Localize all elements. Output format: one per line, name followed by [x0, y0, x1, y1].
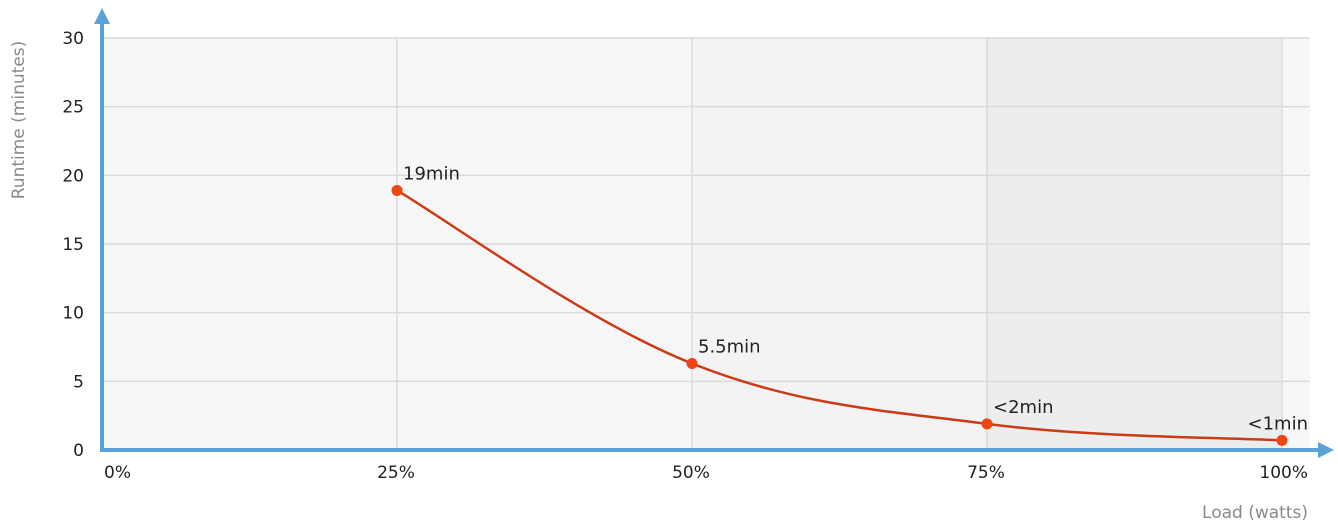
y-tick-label: 15 — [62, 235, 84, 255]
y-tick-label: 10 — [62, 304, 84, 324]
axes — [94, 8, 1334, 458]
series-line — [396, 189, 1283, 442]
y-axis-arrow — [94, 8, 110, 24]
data-point — [686, 357, 698, 369]
y-tick-label: 30 — [62, 29, 84, 49]
x-axis-title: Load (watts) — [1202, 503, 1308, 523]
data-point — [981, 418, 993, 430]
y-axis-title: Runtime (minutes) — [9, 41, 29, 200]
tick-labels: 0 5 10 15 20 25 30 0% 25% 50% 75% 100% — [62, 29, 1308, 483]
data-label: 5.5min — [698, 336, 761, 357]
data-point — [391, 184, 403, 196]
x-axis-arrow — [1318, 442, 1334, 458]
data-series: 19min 5.5min <2min <1min — [391, 163, 1308, 446]
data-label: 19min — [403, 163, 460, 184]
gridlines — [102, 37, 1310, 450]
x-tick-label: 25% — [377, 463, 415, 483]
data-point — [1276, 434, 1288, 446]
data-label: <2min — [993, 397, 1053, 418]
x-tick-label: 75% — [967, 463, 1005, 483]
x-tick-label: 50% — [672, 463, 710, 483]
data-label: <1min — [1248, 413, 1308, 434]
y-tick-label: 5 — [73, 372, 84, 392]
y-tick-label: 20 — [62, 166, 84, 186]
x-tick-label: 0% — [104, 463, 131, 483]
y-tick-label: 0 — [73, 441, 84, 461]
x-tick-label: 100% — [1259, 463, 1308, 483]
y-tick-label: 25 — [62, 98, 84, 118]
